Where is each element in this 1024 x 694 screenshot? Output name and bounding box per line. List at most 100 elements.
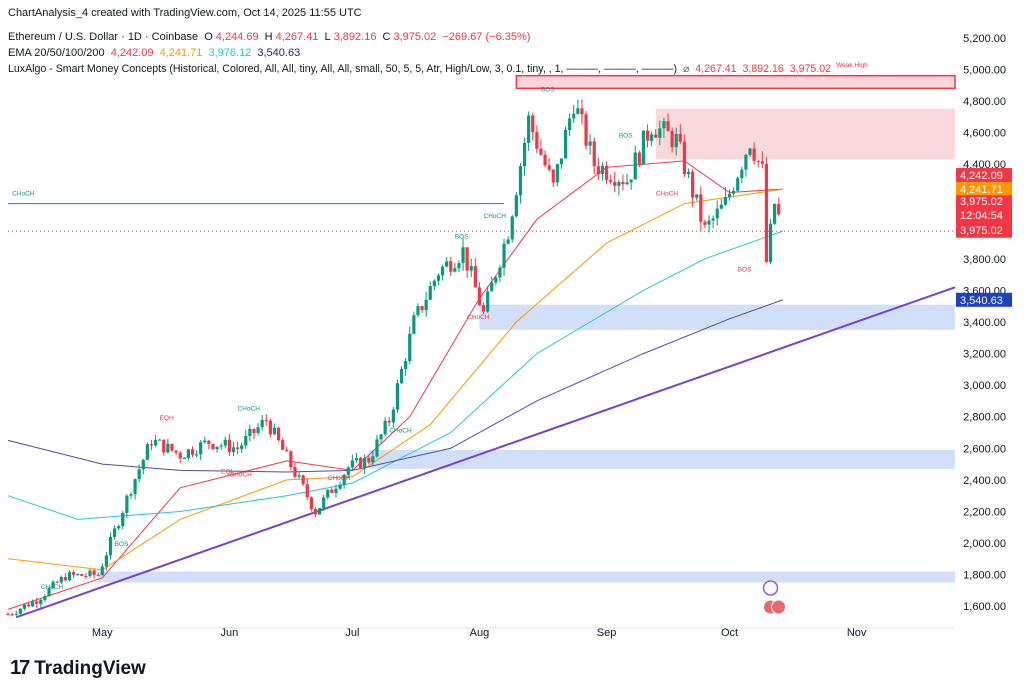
y-tick-label: 2,800.00 [963, 412, 1006, 424]
structure-label: CHoCH [328, 475, 351, 482]
y-tick-label: 2,400.00 [963, 475, 1006, 487]
candle-body [231, 447, 236, 452]
candle-body [563, 129, 568, 159]
zone-demand-2 [479, 304, 955, 330]
y-tick-label: 2,600.00 [963, 443, 1006, 455]
structure-label: BOS [738, 266, 752, 273]
candle-body [330, 489, 334, 493]
candle-body [248, 428, 252, 436]
high-value: 4,267.41 [275, 31, 319, 43]
candle-body [551, 169, 555, 183]
ema-label[interactable]: EMA 20/50/100/200 [8, 47, 105, 59]
candle-body [535, 132, 539, 149]
candle-body [645, 130, 650, 141]
candle-body [145, 444, 149, 460]
candle-body [711, 218, 715, 221]
candle-body [379, 434, 383, 440]
candle-body [260, 420, 264, 428]
candle-body [182, 457, 186, 459]
candle-body [215, 446, 219, 449]
candle-body [584, 114, 588, 146]
y-tick-label: 1,600.00 [963, 601, 1006, 613]
x-tick-label: Sep [597, 627, 617, 639]
ema-line-ema50 [7, 188, 783, 571]
candle-body [141, 459, 145, 470]
candle-body [408, 333, 412, 361]
candle-body [178, 452, 182, 459]
open-value: 4,244.69 [215, 31, 259, 43]
visibility-icon[interactable]: ⌀ [682, 63, 690, 75]
tradingview-logo[interactable]: 17 TradingView [10, 657, 146, 680]
candle-body [121, 512, 125, 526]
candle-body [604, 165, 609, 180]
high-label: H [264, 31, 273, 43]
candle-body [244, 435, 248, 446]
candle-body [199, 442, 203, 455]
candle-body [703, 221, 707, 225]
price-tag-bg [956, 292, 1012, 307]
candle-body [313, 508, 318, 515]
candle-body [752, 148, 756, 161]
candle-body [461, 247, 465, 264]
candle-body [473, 266, 477, 288]
candle-body [678, 133, 682, 142]
symbol-label[interactable]: Ethereum / U.S. Dollar · 1D · Coinbase [8, 31, 199, 43]
candle-body [285, 449, 289, 452]
candle-body [96, 574, 100, 576]
candle-body [18, 608, 22, 614]
ema50-value: 4,241.71 [159, 47, 203, 59]
change-value: −269.67 (−6.35%) [442, 31, 531, 43]
tv-logo-icon: 17 [10, 657, 30, 679]
candle-body [699, 194, 703, 222]
candle-body [477, 287, 482, 306]
structure-label: BOS [541, 86, 555, 93]
price-tag: 4,241.71 [956, 182, 1012, 197]
luxalgo-label[interactable]: LuxAlgo - Smart Money Concepts (Historic… [8, 63, 678, 75]
candle-body [596, 166, 600, 175]
open-label: O [204, 31, 213, 43]
candle-body [449, 261, 453, 272]
y-tick-label: 3,400.00 [963, 317, 1006, 329]
structure-label: BOS [619, 132, 633, 139]
candle-body [686, 171, 691, 175]
candle-body [63, 576, 67, 581]
candle-body [289, 451, 293, 467]
structure-label: CHoCH [389, 428, 412, 435]
price-tag: 3,975.02 12:04:54 3,975.02 [956, 195, 1012, 238]
candle-body [326, 489, 330, 498]
candle-body [568, 118, 572, 130]
candle-body [363, 457, 367, 469]
candle-body [633, 152, 637, 180]
candle-body [510, 216, 514, 240]
y-tick-label: 3,800.00 [963, 254, 1006, 266]
candle-body [424, 299, 428, 311]
candle-body [281, 440, 285, 450]
candle-body [338, 484, 342, 489]
candle-body [80, 574, 84, 576]
structure-label: CHoCH [41, 584, 64, 591]
x-tick-label: Aug [470, 627, 490, 639]
x-tick-label: Nov [847, 627, 867, 639]
candle-body [481, 305, 486, 312]
candle-body [43, 596, 47, 600]
candle-body [35, 601, 39, 604]
candle-body [92, 570, 96, 575]
candle-body [100, 566, 104, 576]
candle-body [211, 444, 215, 449]
candle-body [682, 141, 687, 175]
close-label: C [382, 31, 391, 43]
candle-body [293, 466, 297, 477]
candle-body [436, 275, 441, 281]
candle-body [133, 479, 137, 495]
candle-body [707, 220, 711, 225]
candle-body [453, 268, 457, 272]
candle-body [613, 181, 617, 186]
candle-body [383, 420, 387, 435]
price-tag-text: 4,242.09 [960, 170, 1003, 182]
ohlc-line: Ethereum / U.S. Dollar · 1D · Coinbase O… [8, 31, 533, 43]
price-tag: 3,540.63 [956, 292, 1012, 307]
candle-body [67, 572, 72, 581]
lux-value-2: 3,892.16 [742, 63, 784, 75]
candle-body [354, 457, 359, 461]
